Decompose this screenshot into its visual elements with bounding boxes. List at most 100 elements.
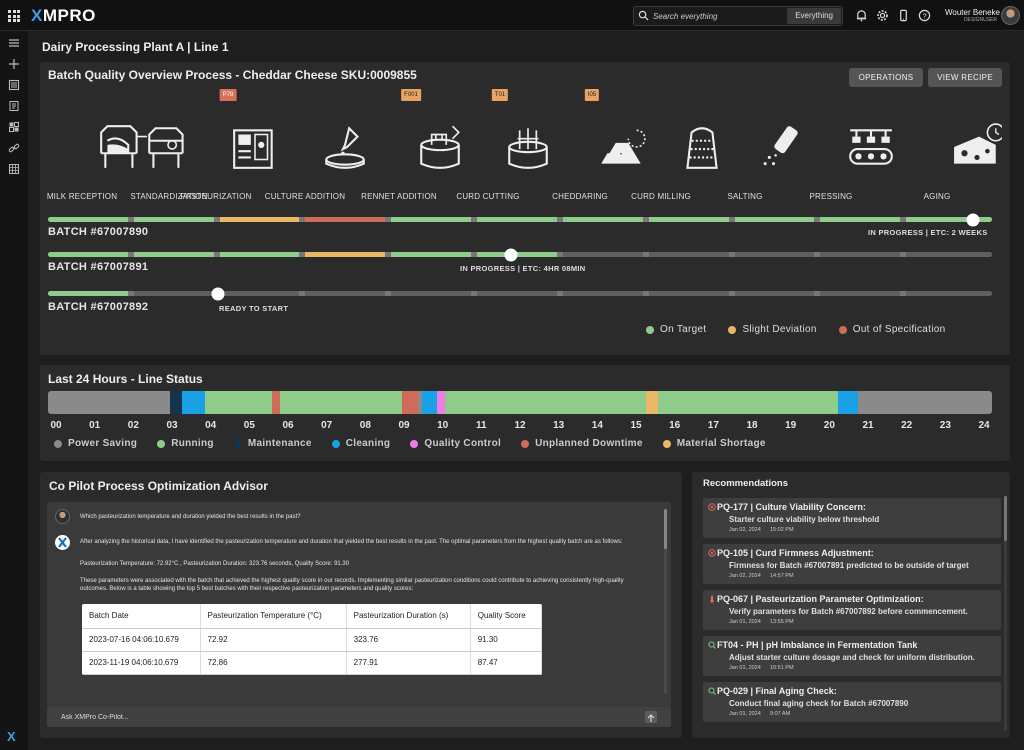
apps-grid-icon[interactable] [8,10,20,22]
add-icon[interactable] [8,58,20,70]
page-title: Dairy Processing Plant A | Line 1 [42,40,229,54]
timeline-segment[interactable] [417,391,422,414]
stage-tag[interactable]: T01 [491,89,509,101]
batch-status-label: READY TO START [219,304,289,313]
recommendation-card[interactable]: PQ-029 | Final Aging Check: Conduct final… [703,682,1001,722]
bell-icon[interactable] [855,9,868,22]
stage-label: AGING [923,192,951,201]
best-batches-table: Batch Date Pasteurization Temperature (°C… [82,604,542,675]
search-icon [638,10,649,21]
batch-progress-knob[interactable] [966,213,980,226]
batch-id[interactable]: BATCH #67007892 [48,301,149,313]
help-icon[interactable]: ? [918,9,931,22]
view-recipe-button[interactable]: VIEW RECIPE [928,68,1002,87]
recommendation-time: 10:51 PM [770,665,794,671]
recommendations-scrollbar[interactable] [1004,496,1007,731]
app-logo[interactable]: XMPRO [31,6,96,25]
hour-tick-label: 00 [50,420,62,431]
user-avatar[interactable] [1001,6,1020,25]
timeline-segment[interactable] [48,391,170,414]
hour-tick-label: 02 [127,420,139,431]
chat-history[interactable]: Which pasteurization temperature and dur… [47,502,671,707]
timeline-segment[interactable] [401,391,418,414]
table-icon[interactable] [8,163,20,175]
batch-stage-segment [477,252,563,257]
recommendation-card[interactable]: FT04 - PH | pH Imbalance in Fermentation… [703,636,1001,676]
gear-icon[interactable] [876,9,889,22]
stage-tag[interactable]: I05 [584,89,600,101]
stage-label: MILK RECEPTION [46,192,118,201]
batch-stage-segment [305,217,392,222]
timeline-segment[interactable] [645,391,658,414]
list-icon[interactable] [8,79,20,91]
recommendation-card[interactable]: PQ-177 | Culture Viability Concern: Start… [703,498,1001,538]
search-scope-select[interactable]: Everything [787,8,841,24]
menu-icon[interactable] [8,37,20,49]
stage-tag[interactable]: F001 [401,89,421,101]
hour-tick-label: 18 [746,420,758,431]
search-input[interactable] [653,9,785,23]
timeline-segment[interactable] [657,391,839,414]
xmpro-bot-avatar-icon [55,535,70,550]
dashboard-icon[interactable] [8,121,20,133]
magnify-icon [708,641,716,649]
batch-progress-knob[interactable] [504,248,518,261]
search-box: Everything [633,6,843,26]
table-cell: 323.76 [346,628,471,652]
aging-cheese-icon [954,123,1002,164]
table-header-cell: Batch Date [82,604,201,629]
recommendation-title: PQ-029 | Final Aging Check: [717,686,837,696]
timeline-segment[interactable] [181,391,206,414]
timeline-segment[interactable] [445,391,646,414]
copilot-input-bar [47,707,671,727]
recommendation-title: PQ-067 | Pasteurization Parameter Optimi… [717,594,924,604]
rennet-vat-icon [420,125,460,169]
mobile-device-icon[interactable] [897,9,910,22]
xmpro-mark-icon[interactable]: X [7,729,16,744]
timeline-segment[interactable] [169,391,182,414]
batch-id[interactable]: BATCH #67007891 [48,261,149,273]
timeline-segment[interactable] [205,391,273,414]
timeline-segment[interactable] [858,391,992,414]
stage-tag[interactable]: P78 [219,89,237,101]
legend-swatch [157,439,166,448]
recommendation-description: Starter culture viability below threshol… [729,515,880,524]
bot-answer-params: Pasteurization Temperature: 72.92°C , Pa… [80,561,350,567]
operations-button[interactable]: OPERATIONS [849,68,923,87]
batch-id[interactable]: BATCH #67007890 [48,226,149,238]
press-conveyor-icon [849,129,893,165]
recommendation-card[interactable]: PQ-105 | Curd Firmness Adjustment: Firmne… [703,544,1001,584]
batch-progress-knob[interactable] [211,287,225,300]
legend-item: Running [157,438,214,449]
table-header-cell: Pasteurization Temperature (°C) [200,604,347,629]
timeline-segment[interactable] [437,391,446,414]
batch-progress-track [48,252,992,257]
curd-mill-grater-icon [686,127,718,169]
legend-item: Power Saving [54,438,137,449]
table-cell: 277.91 [346,651,471,675]
chat-scrollbar[interactable] [664,509,667,694]
legend-label: Running [171,438,214,449]
stage-label: PRESSING [809,192,853,201]
user-info[interactable]: Wouter Beneke DESIGNUSER [945,8,1000,23]
timeline-segment[interactable] [838,391,859,414]
timeline-segment[interactable] [280,391,402,414]
quality-legend: On Target Slight Deviation Out of Specific… [646,324,945,335]
document-icon[interactable] [8,100,20,112]
batch-stage-segment [48,217,134,222]
batch-stage-segment [734,291,821,296]
timeline-segment[interactable] [421,391,438,414]
link-icon[interactable] [8,142,20,154]
send-button[interactable] [645,711,657,723]
legend-swatch [331,439,340,448]
legend-item: On Target [646,324,706,335]
timeline-segment[interactable] [272,391,281,414]
user-avatar [55,509,70,524]
recommendation-card[interactable]: PQ-067 | Pasteurization Parameter Optimi… [703,590,1001,630]
batch-stage-segment [219,252,306,257]
batch-stage-segment [48,252,134,257]
cheddaring-blocks-icon [601,129,646,164]
copilot-input[interactable] [61,710,621,724]
batch-stage-segment [562,252,649,257]
table-row: 2023-07-16 04:06:10.679 72.92 323.76 91.30 [82,628,542,652]
